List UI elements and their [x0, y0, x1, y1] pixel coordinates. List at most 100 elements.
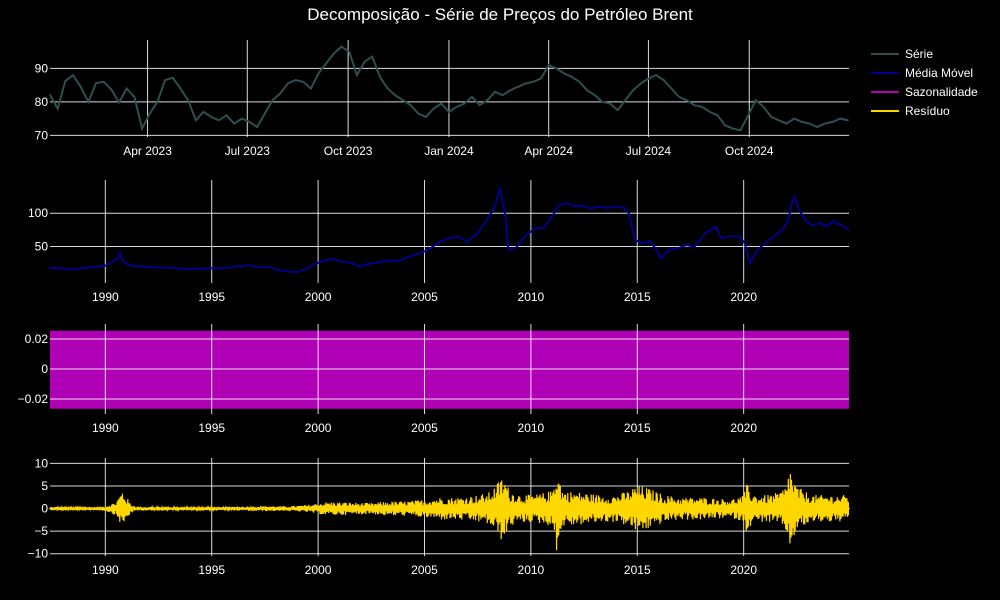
media-movel-point [306, 267, 309, 270]
serie-point [708, 111, 711, 113]
media-movel-point [715, 225, 717, 228]
serie-point [471, 95, 473, 98]
media-movel-point [419, 252, 422, 254]
media-movel-point [676, 247, 679, 250]
media-movel-point [72, 268, 75, 271]
media-movel-point [832, 220, 834, 223]
residuo-envelope-point [264, 507, 266, 510]
serie-point [302, 80, 305, 83]
media-movel-point [566, 202, 568, 205]
legend-item[interactable]: Média Móvel [871, 66, 973, 80]
legend-item[interactable]: Resíduo [871, 104, 950, 118]
media-movel-point [225, 266, 228, 269]
serie-point [509, 89, 512, 92]
residuo-envelope-point [627, 507, 630, 510]
media-movel-point [59, 267, 62, 270]
residuo-envelope-point [749, 507, 751, 510]
media-movel-point [485, 220, 488, 223]
legend-item[interactable]: Sazonalidade [871, 85, 978, 99]
serie-point [256, 126, 259, 128]
residuo-envelope-point [496, 507, 498, 510]
residuo-envelope-point [791, 507, 794, 510]
residuo-envelope-point [642, 507, 645, 510]
media-movel-point [523, 235, 526, 238]
y-tick-label: 0 [41, 502, 48, 516]
media-movel-point [268, 266, 271, 268]
media-movel-point [49, 266, 51, 269]
y-tick-label: 10 [35, 456, 49, 470]
serie-point [340, 45, 343, 48]
serie-point [739, 129, 742, 132]
serie-point [141, 127, 143, 130]
serie-point [724, 124, 727, 127]
media-movel-point [236, 265, 239, 268]
media-movel-point [668, 248, 671, 251]
serie-point [225, 114, 228, 117]
serie-point [501, 94, 504, 97]
serie-point [271, 99, 274, 102]
media-movel-point [598, 205, 600, 208]
serie-point [770, 116, 773, 118]
residuo-envelope-point [423, 507, 426, 510]
residuo-envelope-point [572, 507, 575, 510]
x-tick-label: 2020 [730, 290, 757, 304]
serie-point [317, 72, 320, 75]
serie-point [540, 77, 542, 80]
serie-point [217, 119, 220, 122]
media-movel-point [129, 264, 132, 267]
chart-legend[interactable]: Série Média Móvel Sazonalidade Resíduo [871, 47, 978, 118]
serie-point [823, 122, 826, 125]
media-movel-point [581, 204, 583, 207]
media-movel-point [743, 242, 746, 245]
media-movel-point [772, 235, 775, 238]
residuo-envelope-point [125, 507, 128, 510]
y-tick-label: 50 [35, 239, 49, 253]
residuo-envelope-point [285, 507, 287, 510]
x-tick-label: Jan 2024 [424, 144, 474, 158]
legend-item[interactable]: Série [871, 47, 933, 61]
serie-point [87, 100, 90, 103]
media-movel-point [104, 264, 107, 267]
residuo-envelope-point [848, 507, 850, 510]
legend-label: Média Móvel [905, 66, 973, 80]
serie-point [693, 104, 696, 107]
media-movel-point [693, 245, 696, 248]
y-tick-label: −10 [28, 547, 49, 561]
residuo-envelope-point [555, 507, 558, 510]
x-tick-label: 2000 [305, 563, 332, 577]
residuo-envelope-point [802, 507, 805, 510]
residuo-envelope-point [585, 507, 588, 510]
serie-point [417, 112, 420, 115]
serie-point [662, 79, 665, 82]
media-movel-point [810, 224, 813, 227]
media-movel-point [798, 209, 800, 211]
y-tick-label: 90 [35, 61, 49, 75]
media-movel-point [357, 265, 360, 268]
x-tick-label: 1995 [198, 290, 225, 304]
serie-point [563, 72, 565, 75]
serie-point [133, 95, 136, 98]
residuo-envelope-point [776, 507, 779, 510]
media-movel-point [323, 259, 326, 262]
media-movel-point [436, 242, 439, 245]
media-movel-point [183, 268, 185, 270]
serie-point [670, 87, 673, 90]
media-movel-point [93, 266, 96, 268]
media-movel-point [727, 235, 730, 238]
media-movel-point [193, 268, 196, 270]
media-movel-point [755, 250, 758, 253]
media-movel-point [623, 207, 626, 209]
serie-point [593, 94, 596, 97]
y-tick-label: 100 [28, 206, 48, 220]
residuo-envelope-point [136, 507, 139, 510]
serie-point [355, 74, 358, 77]
media-movel-point [140, 265, 143, 268]
serie-point [494, 90, 496, 93]
serie-point [248, 121, 251, 123]
serie-point [309, 87, 312, 90]
media-movel-point [764, 242, 766, 245]
serie-point [486, 99, 489, 102]
serie-point [425, 116, 427, 118]
serie-point [747, 114, 750, 117]
